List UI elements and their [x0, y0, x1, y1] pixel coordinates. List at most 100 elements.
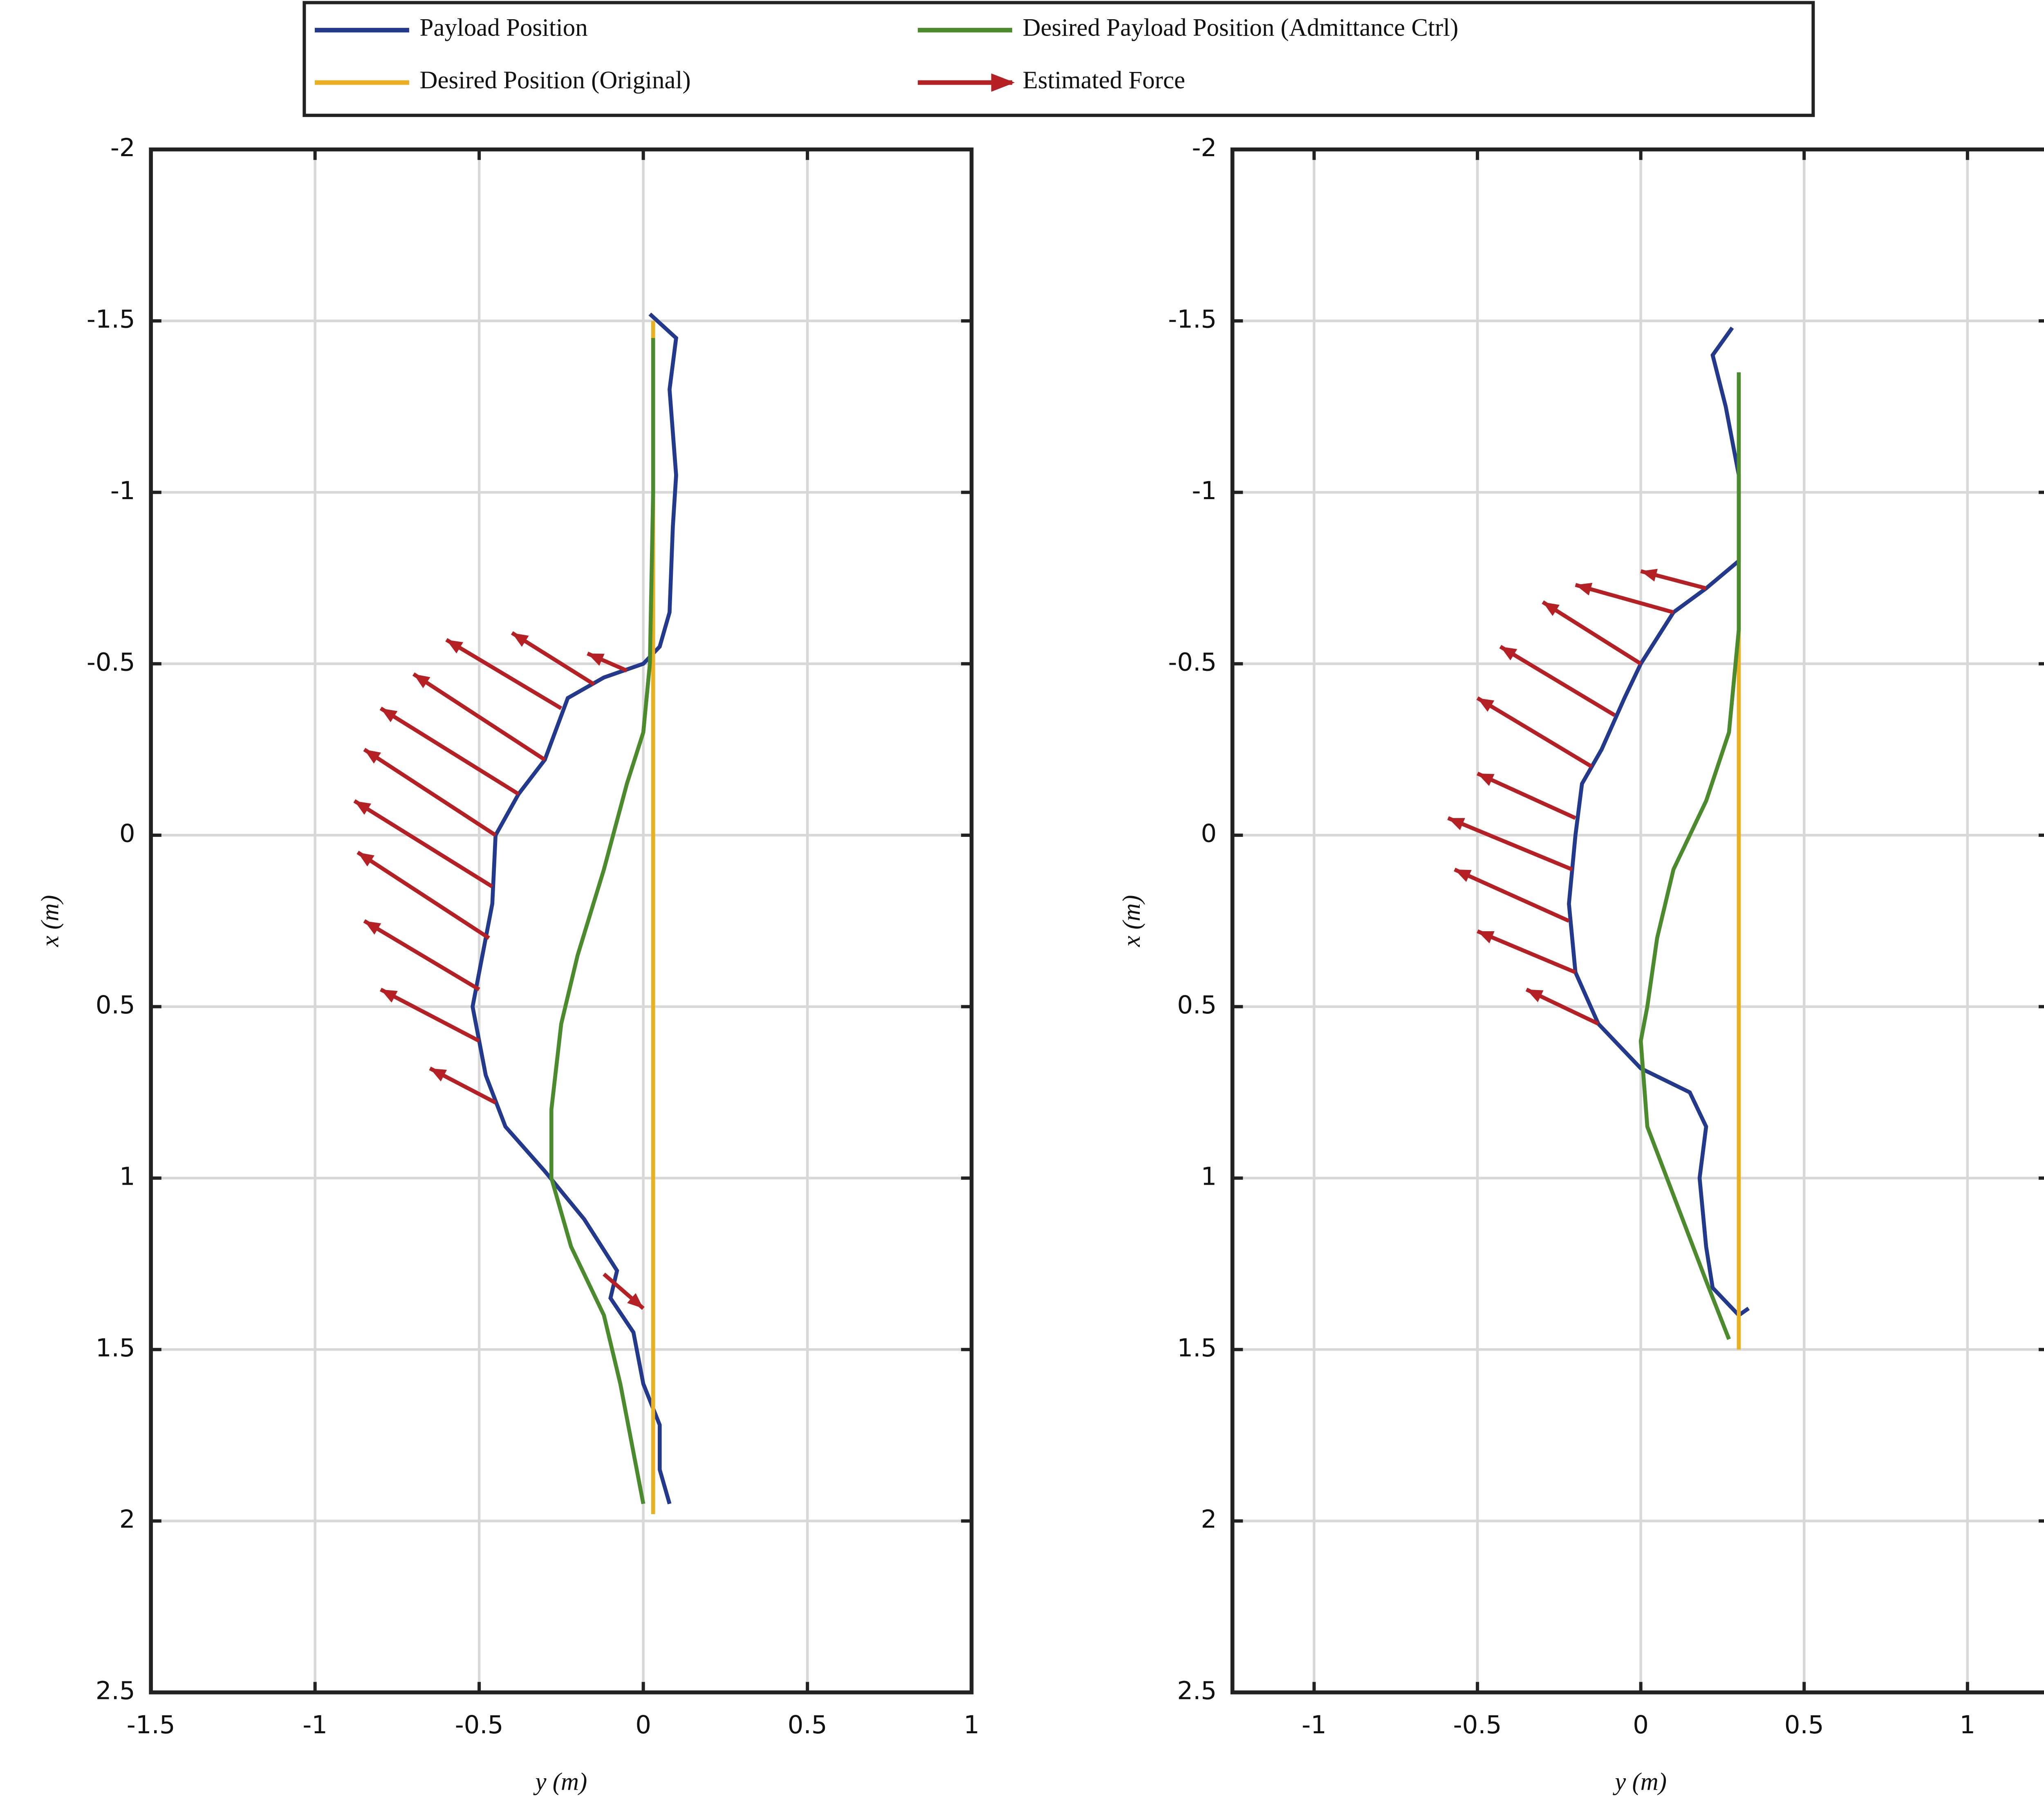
plot: -1.5 -1 -0.5 0 0.5 1 -2 -1.5 -1 -0.5 0 0.5 1 1.5 2 2.5 y…	[37, 133, 979, 1795]
y-tick-label: -2	[1192, 133, 1217, 162]
y-tick-label: -1	[1192, 476, 1217, 505]
arrow-shaft	[1454, 867, 1570, 923]
y-tick-label: -0.5	[87, 648, 135, 677]
x-tick-label: 1	[1959, 1710, 1975, 1739]
force-arrow	[603, 1273, 645, 1310]
y-tick-label: 2	[119, 1505, 135, 1534]
y-tick-label: 0	[119, 819, 135, 848]
axes-frame	[1230, 147, 2044, 1694]
y-tick-label: 1.5	[1177, 1333, 1217, 1363]
arrow-head	[358, 852, 375, 867]
y-tick-label: 0	[1201, 819, 1217, 848]
arrow-shaft	[1575, 583, 1674, 614]
x-tick-label: 0	[635, 1710, 651, 1739]
arrow-head	[512, 633, 529, 647]
x-tick-label: -0.5	[455, 1710, 504, 1739]
force-arrow	[379, 706, 520, 796]
arrow-shaft	[511, 631, 595, 686]
arrow-head	[587, 653, 605, 666]
legend-entry: Estimated Force	[918, 67, 1185, 94]
y-tick-label: 2	[1201, 1505, 1217, 1534]
x-tick-label: -1.5	[127, 1710, 175, 1739]
force-arrow	[1476, 696, 1593, 769]
force-arrow	[1542, 600, 1642, 666]
legend-arrow-head	[991, 73, 1015, 92]
x-tick-label: -1	[1302, 1710, 1327, 1739]
arrow-head	[1641, 569, 1658, 582]
force-arrow	[363, 919, 480, 991]
arrow-shaft	[356, 850, 490, 940]
x-tick-label: 0	[1633, 1710, 1649, 1739]
force-arrow	[1477, 771, 1576, 820]
force-arrow	[380, 988, 480, 1043]
arrow-head	[413, 674, 430, 688]
legend-label: Estimated Force	[1023, 67, 1185, 94]
series-line	[1638, 372, 1741, 1340]
arrow-head	[1500, 646, 1517, 661]
y-tick-label: 2.5	[1177, 1676, 1217, 1705]
y-tick-label: -1	[110, 476, 135, 505]
arrow-head	[446, 639, 464, 654]
arrow-shaft	[412, 672, 546, 762]
legend-entry: Desired Position (Original)	[315, 67, 691, 94]
force-arrow	[429, 1067, 497, 1105]
force-arrow	[1447, 816, 1573, 872]
y-tick-label: -2	[110, 133, 135, 162]
arrow-shaft	[1542, 600, 1642, 666]
arrow-shaft	[445, 638, 563, 710]
y-tick-label: -0.5	[1168, 648, 1217, 677]
force-arrow	[1454, 867, 1570, 923]
series-line	[549, 338, 655, 1504]
legend-label: Payload Position	[420, 14, 588, 42]
arrow-head	[1526, 989, 1544, 1002]
force-arrow	[1525, 988, 1599, 1026]
arrow-head	[354, 801, 372, 815]
legend-box	[303, 1, 1815, 117]
legend-label: Desired Payload Position (Admittance Ctr…	[1023, 14, 1459, 42]
y-tick-label: 1	[119, 1162, 135, 1191]
y-tick-label: -1.5	[1168, 305, 1217, 334]
y-tick-label: 0.5	[1177, 991, 1217, 1020]
series-line	[471, 312, 679, 1504]
x-tick-label: 1	[964, 1710, 979, 1739]
y-tick-label: 0.5	[96, 991, 135, 1020]
force-arrow	[445, 638, 563, 710]
y-axis-label: x (m)	[1118, 895, 1145, 947]
force-arrow	[356, 850, 490, 940]
arrow-head	[1477, 698, 1495, 712]
force-arrow	[587, 652, 628, 672]
arrow-shaft	[1477, 771, 1576, 820]
legend-entry: Desired Payload Position (Admittance Ctr…	[918, 14, 1458, 42]
arrow-shaft	[1477, 929, 1576, 975]
x-tick-label: -1	[303, 1710, 327, 1739]
arrow-head	[381, 989, 398, 1003]
arrow-head	[381, 708, 398, 722]
force-arrow	[1477, 929, 1576, 975]
arrow-shaft	[1476, 696, 1593, 769]
x-axis-label: y (m)	[533, 1768, 587, 1795]
y-tick-label: 2.5	[96, 1676, 135, 1705]
arrow-head	[1542, 602, 1560, 616]
force-arrow	[412, 672, 546, 762]
arrow-head	[627, 1293, 643, 1309]
force-arrow	[1499, 645, 1616, 717]
arrow-head	[1575, 583, 1593, 596]
force-arrow	[353, 799, 493, 888]
arrow-shaft	[379, 706, 520, 796]
force-arrow	[363, 748, 497, 837]
arrow-shaft	[1499, 645, 1616, 717]
force-arrow	[511, 631, 595, 686]
plot: -1 -0.5 0 0.5 1 -2 -1.5 -1 -0.5 0 0.5 1 1.5 2 2.5 y (m)…	[1118, 133, 2044, 1795]
x-tick-label: 0.5	[788, 1710, 827, 1739]
arrow-head	[364, 921, 381, 935]
arrow-shaft	[1447, 816, 1573, 872]
arrow-head	[364, 749, 381, 764]
arrow-head	[430, 1068, 447, 1082]
arrow-shaft	[363, 748, 497, 837]
force-arrow	[1640, 569, 1707, 590]
arrow-head	[1448, 818, 1465, 830]
x-tick-label: -0.5	[1453, 1710, 1502, 1739]
